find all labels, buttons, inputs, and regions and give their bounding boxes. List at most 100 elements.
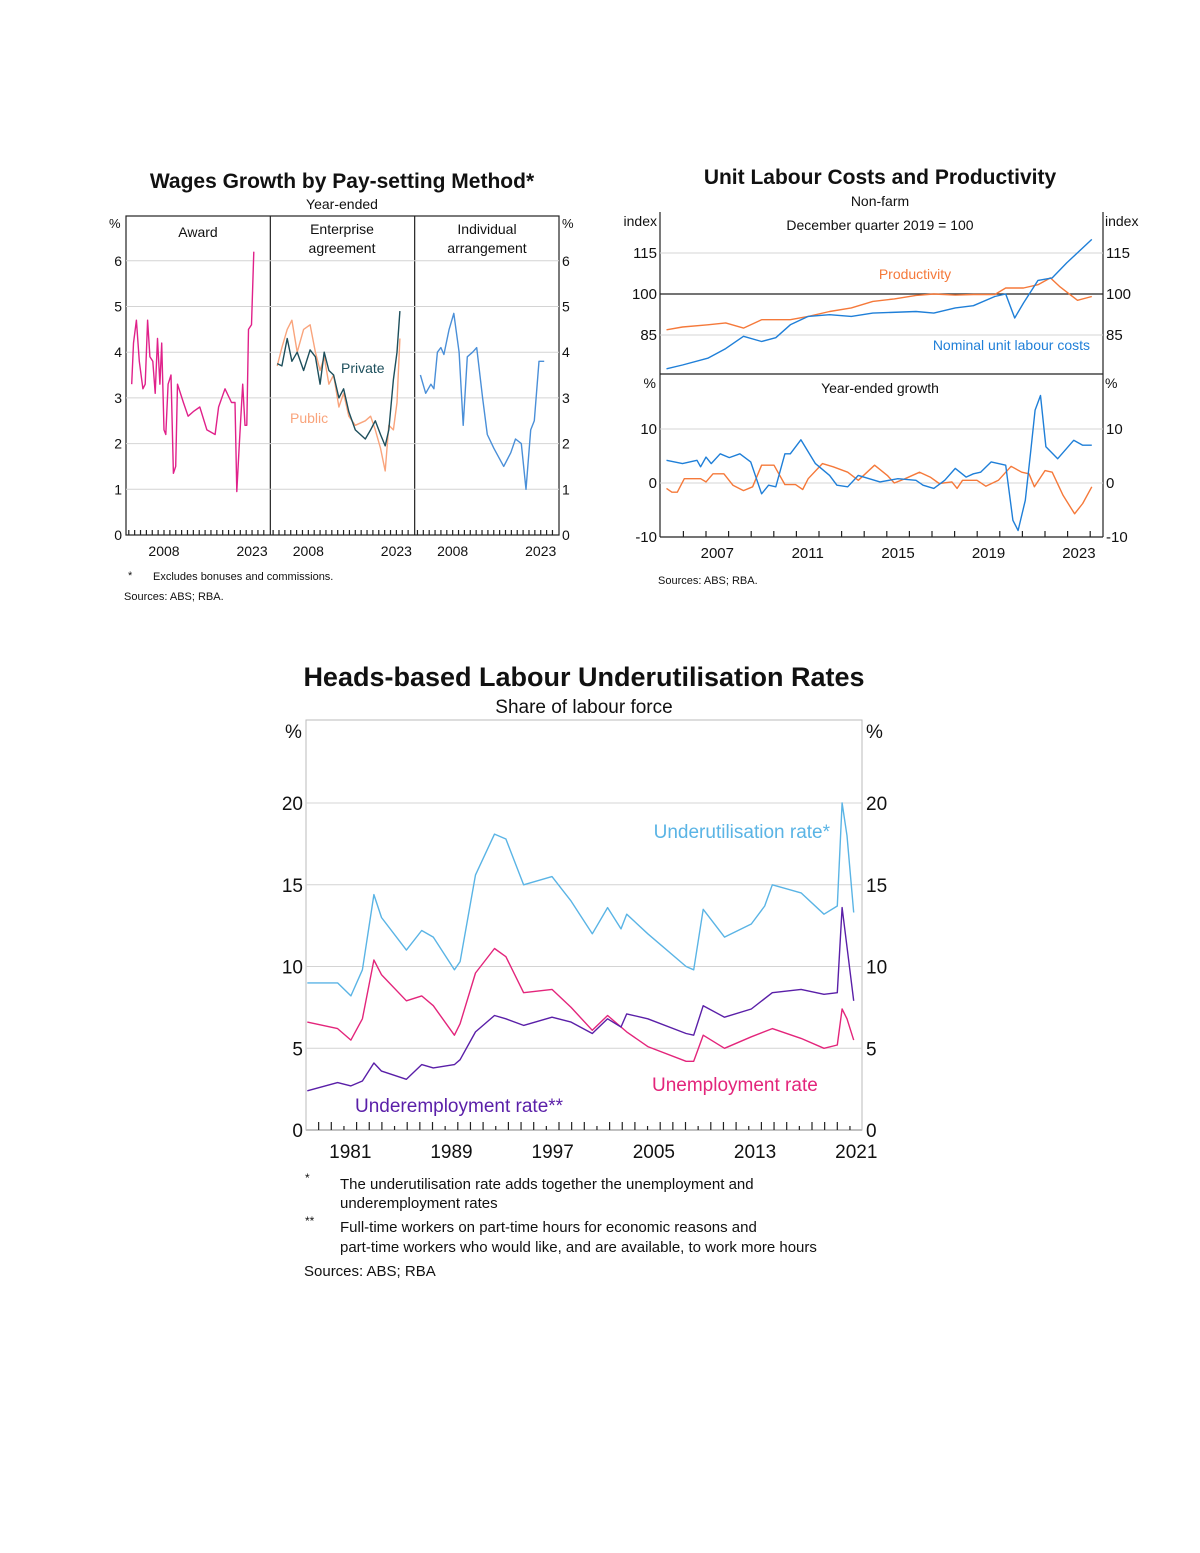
y-tick-label-right: 2 [562,436,570,452]
y-tick-label-right: 0 [562,527,570,543]
y-axis-unit-left: % [285,722,302,743]
series-line-1 [307,947,855,1063]
underutilisation-chart: Heads-based Labour Underutilisation Rate… [282,662,887,1280]
series-label-ulc: Nominal unit labour costs [933,337,1090,353]
y-tick-label-right: 1 [562,481,570,497]
chart-title: Unit Labour Costs and Productivity [704,166,1057,189]
x-tick-label: 2023 [1062,545,1095,562]
chart-title: Wages Growth by Pay-setting Method* [150,170,535,193]
unit-labour-costs-chart: Unit Labour Costs and Productivity Non-f… [624,166,1139,587]
y-tick-label-right: 10 [1106,421,1123,438]
x-tick-label: 2019 [972,545,1005,562]
y-tick-label-left: 0 [292,1121,303,1142]
y-tick-label-left: 0 [114,527,122,543]
y-tick-label-left: -10 [635,529,657,546]
y-tick-label-left: 3 [114,390,122,406]
y-tick-label-left: 5 [292,1039,303,1060]
y-tick-label-right: 115 [1106,245,1130,262]
bottom-panel-title: Year-ended growth [821,380,939,396]
y-tick-label-right: 5 [866,1039,877,1060]
series-line-bottom-0 [666,462,1093,515]
series-label-unemployment: Unemployment rate [652,1075,818,1096]
series-line-panel-1-1 [276,311,401,447]
plot-frame [305,719,863,1131]
y-tick-label-right: 5 [562,299,570,315]
x-tick-label: 1981 [329,1142,371,1163]
y-tick-label-left: 115 [633,245,657,262]
footnote-1-line1: The underutilisation rate adds together … [340,1176,754,1193]
y-tick-label-left: 10 [282,958,303,979]
top-panel-note: December quarter 2019 = 100 [786,217,973,233]
y-axis-unit-right-bottom: % [1105,375,1117,391]
series-line-0 [307,802,855,997]
chart-subtitle: Year-ended [306,196,378,212]
series-label-public: Public [290,410,328,426]
x-tick-label: 2008 [437,543,468,559]
y-tick-label-right: 6 [562,253,570,269]
series-line-2 [307,906,855,1092]
y-axis-unit-right: % [866,722,883,743]
y-tick-label-left: 85 [640,327,657,344]
panel-title-individual-line2: arrangement [447,240,526,256]
sources: Sources: ABS; RBA. [658,575,758,587]
y-tick-label-left: 0 [649,475,657,492]
series-line-panel-2-0 [419,312,545,490]
footnote-2-line2: part-time workers who would like, and ar… [340,1239,817,1256]
y-axis-unit-left: % [109,216,121,231]
wages-growth-chart: Wages Growth by Pay-setting Method* Year… [109,170,574,603]
y-tick-label-right: 20 [866,794,887,815]
x-tick-label: 2007 [701,545,734,562]
chart-subtitle: Non-farm [851,193,909,209]
footnote-text: Excludes bonuses and commissions. [153,571,333,583]
x-tick-label: 2015 [881,545,914,562]
x-tick-label: 2008 [293,543,324,559]
panel-title-enterprise-line2: agreement [309,240,376,256]
y-tick-label-left: 5 [114,299,122,315]
y-tick-label-right: 4 [562,344,570,360]
footnote-marker: * [128,570,133,582]
y-tick-label-right: 3 [562,390,570,406]
series-line-panel-0-0 [131,251,255,493]
sources: Sources: ABS; RBA. [124,591,224,603]
y-tick-label-right: 100 [1106,286,1131,303]
series-line-bottom-1 [666,394,1092,532]
series-label-underutilisation: Underutilisation rate* [654,822,831,843]
footnote-marker-2: ** [305,1214,315,1228]
y-tick-label-right: -10 [1106,529,1128,546]
y-tick-label-right: 0 [866,1121,877,1142]
y-tick-label-left: 20 [282,794,303,815]
series-line-top-0 [666,277,1092,331]
x-tick-label: 2013 [734,1142,776,1163]
series-label-underemployment: Underemployment rate** [355,1096,564,1117]
y-tick-label-left: 4 [114,344,122,360]
x-tick-label: 2023 [236,543,267,559]
panel-title-individual-line1: Individual [457,221,516,237]
y-axis-unit-right-top: index [1105,213,1138,229]
y-tick-label-left: 2 [114,436,122,452]
series-line-top-1 [666,238,1093,370]
y-axis-unit-left-bottom: % [644,375,656,391]
sources: Sources: ABS; RBA [304,1263,436,1280]
series-label-productivity: Productivity [879,266,951,282]
x-tick-label: 2005 [633,1142,675,1163]
y-tick-label-right: 15 [866,876,887,897]
y-tick-label-right: 10 [866,958,887,979]
y-tick-label-left: 15 [282,876,303,897]
y-tick-label-left: 6 [114,253,122,269]
x-tick-label: 1997 [532,1142,574,1163]
series-label-private: Private [341,360,385,376]
y-tick-label-left: 1 [114,481,122,497]
footnote-1-line2: underemployment rates [340,1195,498,1212]
x-tick-label: 2023 [381,543,412,559]
plot-frame [125,215,560,536]
chart-subtitle: Share of labour force [495,697,672,718]
panel-title-enterprise-line1: Enterprise [310,221,374,237]
y-tick-label-right: 85 [1106,327,1123,344]
x-tick-label: 2023 [525,543,556,559]
y-axis-unit-right: % [562,216,574,231]
y-axis-unit-left-top: index [624,213,657,229]
panel-title-award: Award [178,224,217,240]
chart-title: Heads-based Labour Underutilisation Rate… [303,662,864,692]
x-tick-label: 1989 [430,1142,472,1163]
